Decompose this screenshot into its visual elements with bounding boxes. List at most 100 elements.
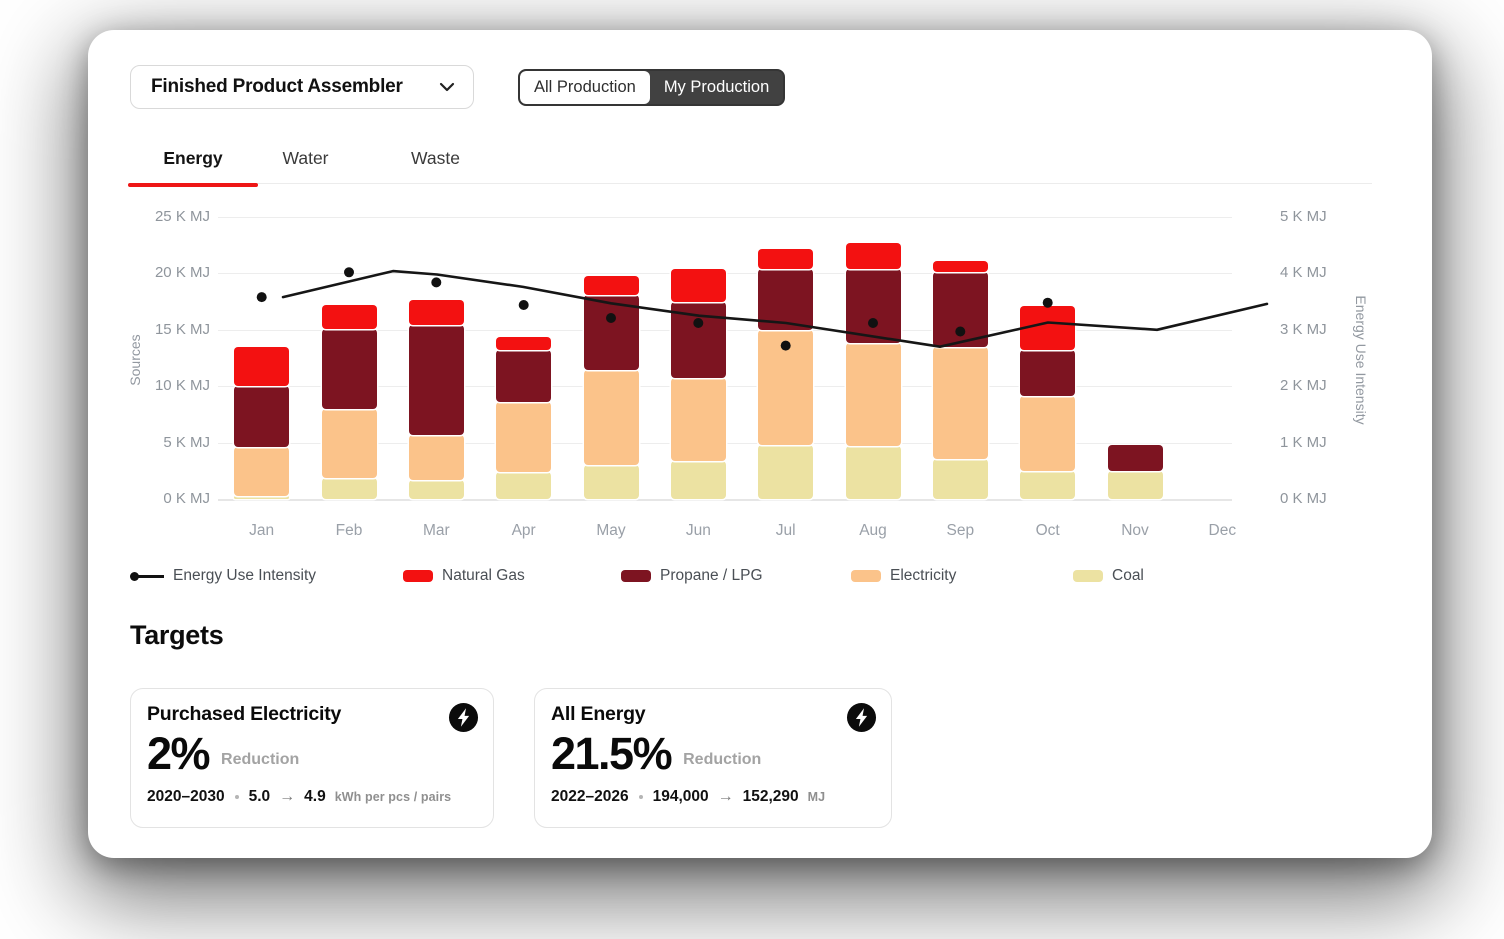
right-axis-tick: 3 K MJ	[1280, 320, 1327, 338]
legend-item-electricity[interactable]: Electricity	[851, 567, 956, 585]
x-axis-label-may: May	[596, 522, 626, 539]
tab-waste[interactable]: Waste	[411, 148, 460, 168]
production-toggle: All Production My Production	[518, 69, 786, 106]
bar-segment-coal-jul	[758, 445, 814, 499]
target-card-all-energy: All Energy 21.5% Reduction 2022–2026 194…	[534, 688, 892, 828]
bar-segment-electricity-jan	[234, 447, 290, 497]
target-from-value: 194,000	[652, 788, 709, 805]
target-reduction-label: Reduction	[683, 751, 762, 768]
tab-energy[interactable]: Energy	[128, 148, 258, 187]
target-to-value: 152,290	[742, 788, 799, 805]
bar-segment-natural-gas-jul	[758, 248, 814, 269]
eui-dot-jul	[780, 340, 791, 351]
bar-segment-electricity-oct	[1020, 396, 1076, 471]
arrow-right-icon: →	[279, 788, 296, 805]
arrow-right-icon: →	[717, 788, 734, 805]
right-axis-ticks: 5 K MJ 4 K MJ 3 K MJ 2 K MJ 1 K MJ 0 K MJ	[1280, 208, 1370, 507]
eui-dot-mar	[431, 277, 442, 288]
target-to-value: 4.9	[304, 788, 326, 805]
legend-item-coal[interactable]: Coal	[1073, 567, 1144, 585]
target-card-title: Purchased Electricity	[147, 703, 342, 725]
bar-segment-electricity-apr	[496, 402, 552, 472]
dashboard-panel: Finished Product Assembler All Productio…	[88, 30, 1432, 858]
tab-water[interactable]: Water	[282, 148, 329, 168]
chart-legend: Energy Use Intensity Natural Gas Propane /…	[130, 567, 1330, 587]
tab-bar: Energy Water Waste	[128, 148, 1372, 187]
target-card-title: All Energy	[551, 703, 646, 725]
target-from-value: 5.0	[248, 788, 271, 805]
x-axis-label-feb: Feb	[335, 522, 363, 539]
energy-bolt-icon	[448, 702, 479, 733]
x-axis-labels: Jan Feb Mar Apr May Jun Jul Aug Sep Oct Nov Dec	[218, 522, 1266, 542]
x-axis-label-oct: Oct	[1035, 522, 1060, 539]
bar-segment-coal-jun	[670, 460, 726, 499]
bar-segment-natural-gas-apr	[496, 336, 552, 351]
bar-segment-natural-gas-may	[583, 275, 639, 295]
right-axis-tick: 0 K MJ	[1280, 490, 1327, 507]
gridline	[218, 217, 1232, 218]
bar-segment-coal-jan	[234, 496, 290, 499]
bar-segment-propane-lpg-feb	[321, 328, 377, 409]
x-axis-label-sep: Sep	[946, 522, 975, 539]
bar-segment-propane-lpg-jan	[234, 386, 290, 448]
legend-label: Energy Use Intensity	[173, 567, 317, 584]
eui-dot-jun	[693, 318, 704, 328]
legend-swatch-icon	[851, 570, 881, 582]
left-axis-ticks: 25 K MJ 20 K MJ 15 K MJ 10 K MJ 5 K MJ 0 K MJ	[118, 208, 210, 507]
legend-label: Propane / LPG	[660, 567, 763, 584]
eui-dot-aug	[868, 318, 878, 328]
bar-segment-coal-oct	[1020, 470, 1076, 499]
right-axis-tick: 4 K MJ	[1280, 264, 1327, 282]
x-axis-label-nov: Nov	[1121, 522, 1149, 539]
bar-segment-electricity-jun	[670, 378, 726, 461]
right-axis-tick: 2 K MJ	[1280, 377, 1327, 395]
legend-swatch-icon	[1073, 570, 1103, 582]
bar-segment-natural-gas-sep	[932, 261, 988, 273]
legend-item-natural-gas[interactable]: Natural Gas	[403, 567, 525, 585]
toggle-my-production[interactable]: My Production	[650, 71, 783, 104]
bar-segment-electricity-aug	[845, 343, 901, 446]
target-card-purchased-electricity: Purchased Electricity 2% Reduction 2020–…	[130, 688, 494, 828]
x-axis-label-jul: Jul	[775, 522, 796, 539]
bar-segment-coal-aug	[845, 445, 901, 499]
legend-swatch-icon	[403, 570, 433, 582]
legend-item-propane-lpg[interactable]: Propane / LPG	[621, 567, 763, 585]
target-reduction-label: Reduction	[221, 751, 300, 768]
bar-segment-electricity-sep	[932, 346, 988, 459]
eui-line	[281, 269, 1269, 348]
legend-label: Coal	[1112, 567, 1144, 584]
bar-segment-natural-gas-aug	[845, 242, 901, 269]
bar-segment-electricity-feb	[321, 408, 377, 478]
targets-heading: Targets	[130, 620, 224, 650]
bar-segment-natural-gas-oct	[1020, 306, 1076, 351]
bar-segment-natural-gas-jun	[670, 268, 726, 303]
x-axis-label-jun: Jun	[685, 522, 711, 539]
eui-dot-jan	[256, 292, 267, 303]
bar-segment-propane-lpg-may	[583, 294, 639, 371]
left-axis-tick: 5 K MJ	[163, 433, 210, 451]
energy-bolt-icon	[846, 702, 877, 733]
assembler-dropdown[interactable]: Finished Product Assembler	[130, 65, 474, 109]
bar-segment-coal-feb	[321, 477, 377, 499]
left-axis-tick: 15 K MJ	[154, 320, 210, 338]
bar-segment-natural-gas-feb	[321, 305, 377, 329]
bar-segment-electricity-mar	[408, 434, 464, 480]
bar-segment-propane-lpg-mar	[408, 325, 464, 435]
legend-item-energy-use-intensity[interactable]: Energy Use Intensity	[130, 567, 316, 585]
bar-segment-propane-lpg-apr	[496, 350, 552, 402]
left-axis-tick: 10 K MJ	[154, 377, 210, 395]
bar-segment-natural-gas-mar	[408, 300, 464, 326]
toggle-all-production[interactable]: All Production	[520, 71, 650, 104]
gridline	[218, 499, 1232, 501]
target-percent: 21.5%	[551, 728, 673, 779]
assembler-dropdown-label: Finished Product Assembler	[151, 76, 403, 97]
x-axis-label-aug: Aug	[859, 522, 887, 539]
target-period: 2020–2030	[147, 788, 225, 805]
bar-segment-coal-sep	[932, 458, 988, 499]
x-axis-label-mar: Mar	[422, 522, 450, 539]
bar-segment-propane-lpg-nov	[1107, 445, 1163, 472]
bar-segment-propane-lpg-aug	[845, 268, 901, 344]
x-axis-label-apr: Apr	[511, 522, 536, 539]
left-axis-tick: 20 K MJ	[154, 264, 210, 282]
